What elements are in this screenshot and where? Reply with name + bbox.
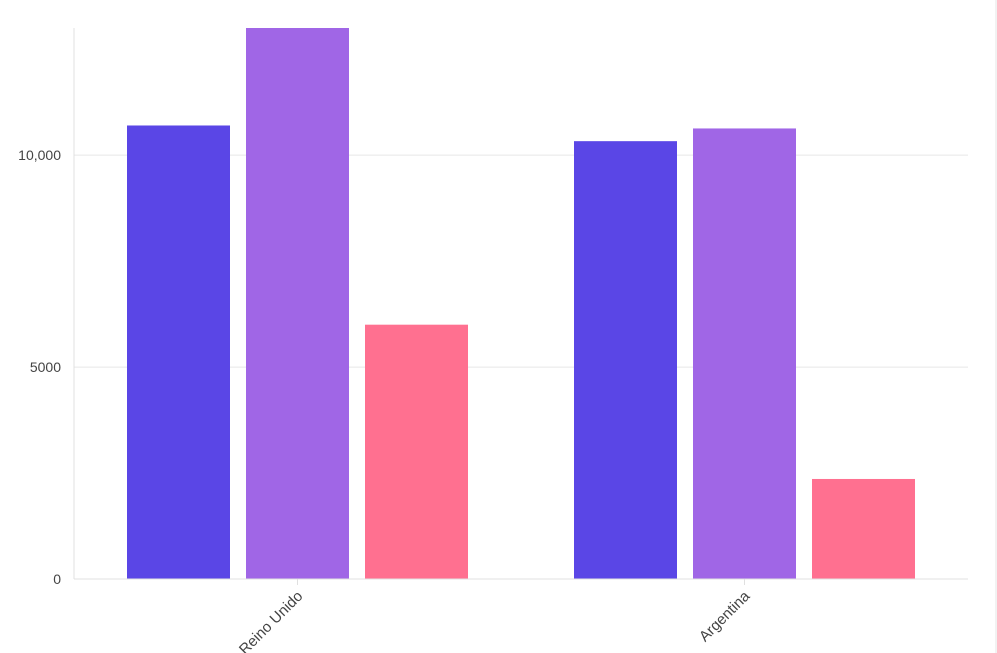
bar-reino-unido-series-3 bbox=[365, 324, 468, 579]
bars-layer bbox=[127, 28, 915, 579]
y-tick-label: 0 bbox=[53, 571, 61, 587]
x-category-label: Reino Unido bbox=[236, 588, 306, 653]
bar-argentina-series-1 bbox=[574, 141, 677, 579]
y-tick-label: 5000 bbox=[30, 359, 61, 375]
axis-layer bbox=[73, 28, 968, 585]
bar-reino-unido-series-2 bbox=[246, 28, 349, 579]
bar-reino-unido-series-1 bbox=[127, 125, 230, 579]
x-category-label: Argentina bbox=[696, 587, 754, 645]
bar-argentina-series-2 bbox=[693, 128, 796, 579]
bar-argentina-series-3 bbox=[812, 478, 915, 579]
y-tick-label: 10,000 bbox=[18, 147, 61, 163]
